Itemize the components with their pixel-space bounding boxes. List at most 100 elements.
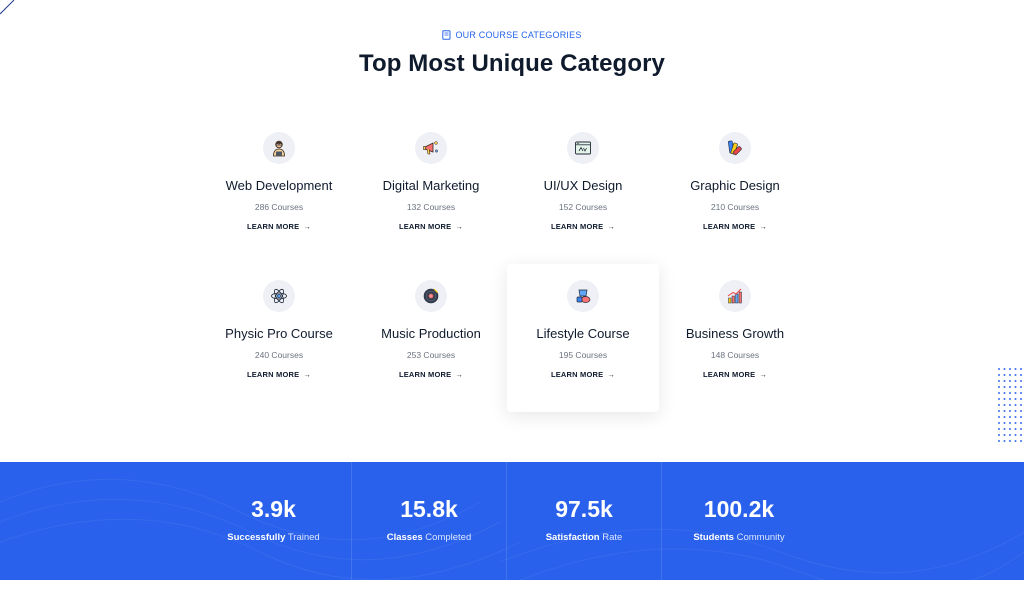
stat-label-rest: Community [733, 532, 785, 543]
decorative-dot [1020, 374, 1022, 376]
lifestyle-icon [567, 280, 599, 312]
decorative-dot [1020, 392, 1022, 394]
stat-label-bold: Classes [386, 532, 423, 543]
decorative-dot [1014, 440, 1017, 442]
course-count: 286 Courses [254, 202, 304, 212]
decorative-dot [1014, 398, 1017, 400]
decorative-dot [1009, 368, 1011, 370]
decorative-dot [998, 440, 1000, 442]
category-card[interactable]: Business Growth 148 Courses LEARN MORE → [659, 264, 811, 412]
decorative-dot [1003, 434, 1006, 436]
learn-more-link[interactable]: LEARN MORE → [399, 222, 463, 231]
category-card[interactable]: Graphic Design 210 Courses LEARN MORE → [659, 116, 811, 264]
decorative-dot [1014, 386, 1017, 388]
decorative-dot [1014, 380, 1017, 382]
decorative-wave-pattern [0, 478, 1024, 580]
decorative-dot [1014, 374, 1017, 376]
decorative-dot [998, 368, 1000, 370]
category-title: Physic Pro Course [225, 326, 333, 341]
learn-more-label: LEARN MORE [550, 370, 604, 379]
arrow-right-icon: → [607, 370, 616, 379]
decorative-corner-line [0, 0, 15, 15]
decorative-dot [1014, 428, 1017, 430]
decorative-dot [1020, 440, 1022, 442]
category-card-highlighted[interactable]: Lifestyle Course 195 Courses LEARN MORE → [507, 264, 659, 412]
decorative-dot [1020, 434, 1022, 436]
decorative-dot [1020, 416, 1022, 418]
browser-design-icon [567, 132, 599, 164]
category-grid: Web Development 286 Courses LEARN MORE → … [203, 116, 811, 412]
decorative-dot [998, 380, 1000, 382]
decorative-dot [1014, 422, 1017, 424]
learn-more-link[interactable]: LEARN MORE → [247, 370, 311, 379]
decorative-dot [998, 404, 1000, 406]
decorative-dot [1014, 416, 1017, 418]
decorative-dot [1009, 416, 1011, 418]
course-count: 195 Courses [558, 350, 608, 360]
decorative-dot [998, 374, 1000, 376]
learn-more-link[interactable]: LEARN MORE → [399, 370, 463, 379]
decorative-dot [1020, 410, 1022, 412]
category-card[interactable]: Web Development 286 Courses LEARN MORE → [203, 116, 355, 264]
category-card[interactable]: Music Production 253 Courses LEARN MORE → [355, 264, 507, 412]
decorative-dot [1020, 380, 1022, 382]
decorative-dot [998, 392, 1000, 394]
stat-value: 97.5k [555, 496, 613, 522]
stat-label: Successfully Trained [227, 532, 319, 543]
category-card[interactable]: Physic Pro Course 240 Courses LEARN MORE… [203, 264, 355, 412]
course-count: 152 Courses [558, 202, 608, 212]
decorative-dot [998, 386, 1000, 388]
developer-icon [263, 132, 295, 164]
stat-label-bold: Students [693, 532, 734, 543]
learn-more-link[interactable]: LEARN MORE → [247, 222, 311, 231]
learn-more-link[interactable]: LEARN MORE → [703, 222, 767, 231]
category-title: Digital Marketing [382, 178, 480, 193]
stat-item: 100.2k Students Community [661, 462, 816, 580]
arrow-right-icon: → [303, 222, 312, 231]
decorative-dot [1003, 440, 1006, 442]
learn-more-link[interactable]: LEARN MORE → [703, 370, 767, 379]
stat-value: 3.9k [251, 496, 296, 522]
stat-label-bold: Successfully [227, 532, 286, 543]
arrow-right-icon: → [303, 370, 312, 379]
decorative-dot [1003, 380, 1006, 382]
category-card[interactable]: UI/UX Design 152 Courses LEARN MORE → [507, 116, 659, 264]
course-count: 210 Courses [710, 202, 760, 212]
decorative-dot [1009, 440, 1011, 442]
category-title: Music Production [381, 326, 481, 341]
color-palette-icon [719, 132, 751, 164]
stat-label-rest: Rate [599, 532, 623, 543]
arrow-right-icon: → [607, 222, 616, 231]
learn-more-label: LEARN MORE [398, 222, 452, 231]
arrow-right-icon: → [455, 222, 464, 231]
section-title: Top Most Unique Category [359, 50, 665, 77]
decorative-dot [1014, 434, 1017, 436]
decorative-dot [1009, 398, 1011, 400]
stat-label: Satisfaction Rate [546, 532, 623, 543]
learn-more-label: LEARN MORE [702, 222, 756, 231]
decorative-dot [1003, 398, 1006, 400]
learn-more-link[interactable]: LEARN MORE → [551, 370, 615, 379]
section-eyebrow: OUR COURSE CATEGORIES [0, 30, 1024, 40]
stat-label: Students Community [693, 532, 784, 543]
decorative-dot [1020, 422, 1022, 424]
stat-value: 100.2k [703, 496, 775, 522]
decorative-dot [1014, 404, 1017, 406]
category-title: Lifestyle Course [536, 326, 630, 341]
decorative-dot [998, 422, 1000, 424]
decorative-dot [1009, 392, 1011, 394]
stat-label-rest: Trained [285, 532, 320, 543]
decorative-dot [1009, 404, 1011, 406]
category-card[interactable]: Digital Marketing 132 Courses LEARN MORE… [355, 116, 507, 264]
atom-icon [263, 280, 295, 312]
stat-label-rest: Completed [422, 532, 472, 543]
book-icon [442, 30, 451, 40]
arrow-right-icon: → [455, 370, 464, 379]
course-count: 132 Courses [406, 202, 456, 212]
arrow-right-icon: → [759, 370, 768, 379]
decorative-dot [1020, 428, 1022, 430]
category-title: Web Development [225, 178, 333, 193]
stat-value: 15.8k [400, 496, 458, 522]
learn-more-link[interactable]: LEARN MORE → [551, 222, 615, 231]
decorative-dot [1003, 374, 1006, 376]
